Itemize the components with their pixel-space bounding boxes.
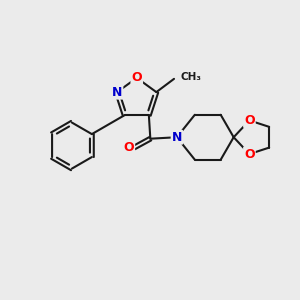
Text: O: O [244, 114, 255, 127]
Text: N: N [112, 85, 122, 99]
Text: O: O [131, 71, 142, 84]
Text: O: O [124, 141, 134, 154]
Text: N: N [172, 131, 182, 144]
Text: O: O [244, 148, 255, 160]
Text: CH₃: CH₃ [181, 72, 202, 82]
